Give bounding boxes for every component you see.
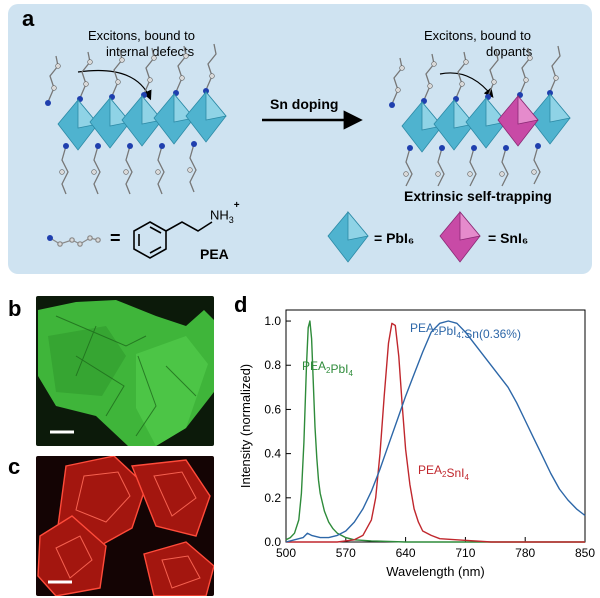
sni6-legend-octahedron [439, 210, 481, 263]
series-label-2: PEA2PbI4:Sn(0.36%) [410, 321, 521, 341]
pl-spectra-chart: 500 570 640 710 780 850 0.0 0.2 0.4 0.6 0.8 1.0 Wave… [238, 309, 595, 579]
pea-name: PEA [200, 246, 229, 262]
note-internal-defects: Excitons, bound to internal defects [88, 28, 195, 60]
y-tick-label: 0.6 [264, 402, 281, 416]
panel-b-label: b [8, 296, 22, 321]
x-axis-label: Wavelength (nm) [386, 564, 485, 579]
x-tick-label: 570 [336, 546, 356, 560]
pea-ammonium-label: NH3 + [210, 200, 240, 225]
panel-a-structures [45, 43, 571, 263]
green-emission-micrograph [36, 296, 214, 446]
curved-arrow-right [439, 72, 494, 98]
pbi6-legend-octahedron [327, 210, 369, 263]
left-perovskite-layer [45, 43, 227, 195]
nh-subscript: 3 [228, 214, 234, 225]
panel-c-label: c [8, 454, 21, 479]
x-tick-label: 710 [455, 546, 475, 560]
y-axis-label: Intensity (normalized) [238, 364, 253, 488]
x-tick-label: 640 [396, 546, 416, 560]
sn-doping-label: Sn doping [270, 96, 339, 112]
y-tick-label: 0.8 [264, 358, 281, 372]
nh-charge: + [233, 200, 240, 211]
chart-series [285, 320, 586, 543]
pea-ball-stick [47, 235, 101, 247]
right-perovskite-layer [389, 45, 571, 187]
series-label-0: PEA2PbI4 [302, 359, 353, 378]
legend-equals-sign: = [110, 228, 121, 248]
panel-a-label: a [22, 6, 35, 31]
nh-text: NH [210, 207, 229, 223]
plot-frame [285, 309, 586, 543]
sn-octahedron-dopant [497, 94, 539, 147]
red-emission-micrograph [36, 456, 214, 596]
x-tick-label: 500 [276, 546, 296, 560]
x-tick-label: 850 [575, 546, 595, 560]
y-tick-label: 0.4 [264, 447, 281, 461]
pea-structural-formula [133, 221, 213, 259]
pbi6-legend-label: = PbI₆ [374, 230, 415, 246]
y-tick-label: 0.2 [264, 491, 281, 505]
y-tick-label: 1.0 [264, 314, 281, 328]
series-line-0 [285, 320, 585, 543]
chart-axes: 500 570 640 710 780 850 0.0 0.2 0.4 0.6 0.8 1.0 Wave… [238, 309, 595, 579]
series-line-1 [286, 322, 585, 543]
y-tick-label: 0.0 [264, 535, 281, 549]
note-left-line1: Excitons, bound to [88, 28, 195, 43]
sni6-legend-label: = SnI₆ [488, 230, 529, 246]
chart-series-labels: PEA2PbI4 PEA2SnI4 PEA2PbI4:Sn(0.36%) [302, 321, 521, 482]
extrinsic-self-trapping-caption: Extrinsic self-trapping [404, 188, 552, 204]
note-right-line1: Excitons, bound to [424, 28, 531, 43]
curved-arrow-left [77, 69, 152, 101]
series-line-2 [285, 320, 586, 543]
x-tick-label: 780 [515, 546, 535, 560]
note-left-line2: internal defects [106, 44, 195, 59]
series-label-1: PEA2SnI4 [418, 463, 469, 482]
panel-d-label: d [234, 292, 248, 317]
